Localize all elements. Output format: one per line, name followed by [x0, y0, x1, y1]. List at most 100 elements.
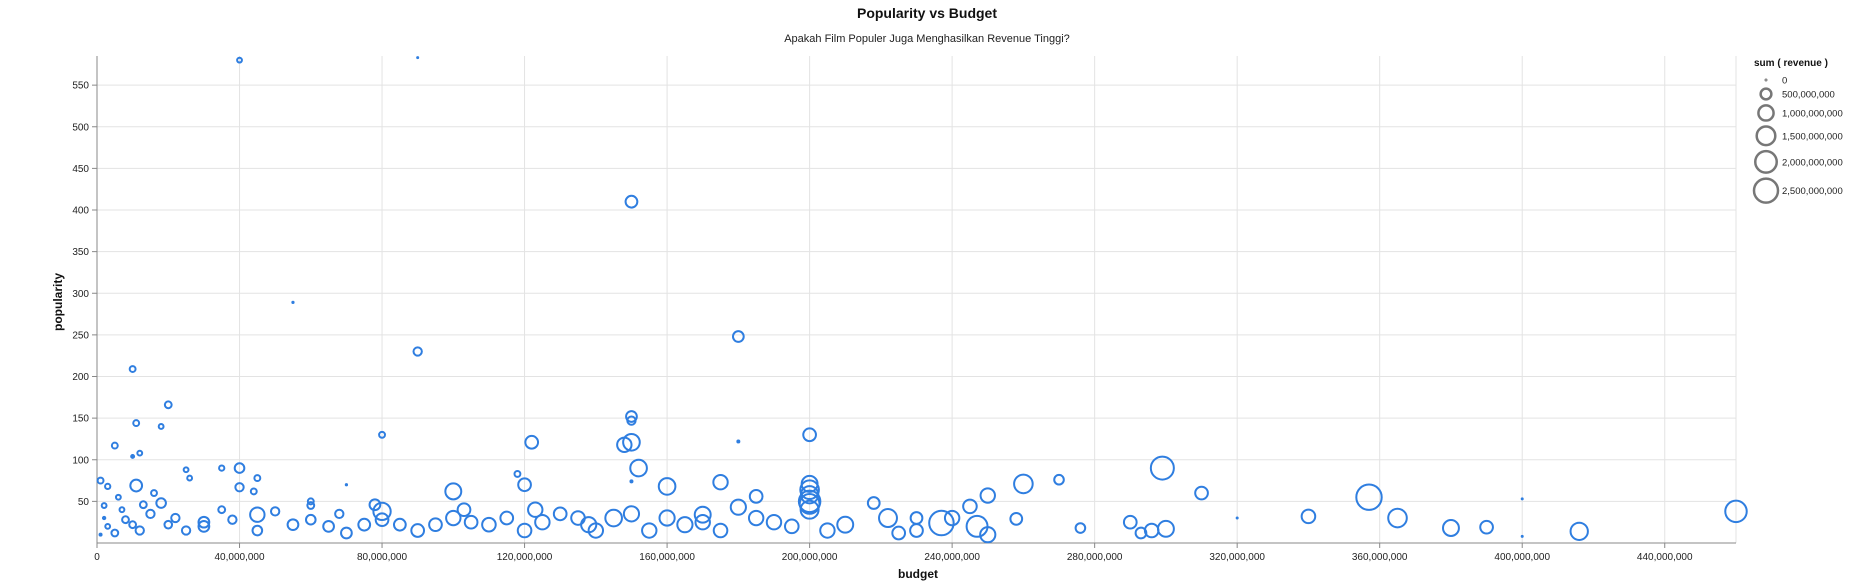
data-point — [943, 509, 961, 527]
data-point — [626, 415, 637, 426]
data-point — [1149, 455, 1175, 481]
data-point — [101, 515, 107, 521]
data-point — [322, 519, 335, 533]
y-axis-label: popularity — [51, 273, 65, 331]
data-point — [624, 194, 639, 209]
data-point — [374, 512, 390, 528]
data-point — [456, 502, 472, 518]
legend-item: 2,500,000,000 — [1752, 177, 1843, 204]
x-tick-label: 360,000,000 — [1352, 552, 1408, 563]
data-point — [134, 525, 145, 536]
data-point — [629, 458, 648, 478]
data-point — [1520, 534, 1524, 538]
data-point — [412, 346, 423, 357]
data-point — [866, 496, 881, 510]
x-tick-label: 40,000,000 — [214, 552, 264, 563]
data-point — [979, 487, 996, 504]
legend-symbol — [1752, 177, 1780, 204]
data-point — [334, 508, 345, 520]
x-tick-label: 120,000,000 — [497, 552, 553, 563]
data-point — [463, 514, 479, 530]
data-point — [110, 528, 120, 538]
legend: sum ( revenue ) 0 500,000,000 1,000,000,00… — [1752, 58, 1843, 204]
data-points — [96, 56, 1748, 544]
data-point — [392, 517, 407, 532]
data-point — [269, 506, 281, 517]
data-point — [524, 434, 540, 450]
y-tick-label: 300 — [72, 289, 89, 300]
y-tick-label: 50 — [78, 497, 90, 508]
legend-label: 500,000,000 — [1782, 90, 1835, 101]
data-point — [163, 519, 174, 530]
chart-title: Popularity vs Budget — [857, 5, 997, 21]
data-point — [306, 497, 315, 506]
data-point — [878, 508, 898, 529]
data-point — [234, 482, 245, 493]
data-point — [798, 492, 821, 515]
legend-symbol — [1755, 125, 1777, 147]
data-point — [410, 523, 426, 538]
data-point — [357, 517, 372, 532]
data-point — [928, 509, 955, 537]
y-tick-label: 350 — [72, 247, 89, 258]
data-point — [797, 489, 822, 514]
y-tick-label: 100 — [72, 455, 89, 466]
x-tick-label: 160,000,000 — [639, 552, 695, 563]
data-point — [784, 518, 800, 535]
legend-label: 1,500,000,000 — [1782, 131, 1843, 142]
legend-symbol — [1759, 87, 1773, 101]
data-point — [186, 474, 194, 482]
legend-label: 2,000,000,000 — [1782, 157, 1843, 168]
data-point — [676, 516, 694, 534]
data-point — [1441, 519, 1460, 537]
data-point — [136, 449, 144, 457]
x-tick-label: 0 — [94, 552, 100, 563]
data-point — [604, 508, 623, 528]
y-tick-label: 200 — [72, 372, 89, 383]
data-point — [368, 498, 382, 512]
data-point — [304, 513, 317, 526]
data-point — [118, 506, 126, 514]
data-point — [891, 525, 907, 541]
data-point — [1156, 519, 1175, 538]
legend-label: 2,500,000,000 — [1782, 186, 1843, 197]
data-point — [748, 489, 764, 504]
data-point — [799, 485, 820, 505]
data-point — [1300, 508, 1317, 525]
data-point — [731, 330, 745, 343]
y-tick-label: 250 — [72, 330, 89, 341]
data-point — [1520, 497, 1524, 501]
data-point — [1013, 473, 1034, 495]
data-point — [712, 522, 729, 539]
data-point — [96, 476, 105, 485]
legend-item: 2,000,000,000 — [1754, 149, 1843, 174]
data-point — [445, 509, 462, 527]
data-point — [306, 501, 316, 510]
data-point — [197, 515, 211, 529]
data-point — [378, 430, 386, 439]
legend-item: 500,000,000 — [1759, 87, 1835, 101]
data-point — [1355, 483, 1383, 511]
legend-item: 0 — [1764, 76, 1787, 87]
data-point — [641, 522, 658, 539]
data-point — [736, 439, 741, 444]
data-point — [128, 365, 137, 373]
data-point — [965, 514, 989, 538]
data-point — [155, 497, 167, 509]
data-point — [1122, 514, 1138, 530]
grid-lines — [97, 56, 1737, 543]
legend-label: 1,000,000,000 — [1782, 108, 1843, 119]
data-point — [104, 482, 112, 491]
legend-symbol — [1764, 78, 1768, 82]
data-point — [251, 524, 264, 537]
data-point — [100, 502, 108, 509]
data-point — [1134, 526, 1148, 540]
x-tick-label: 80,000,000 — [357, 552, 407, 563]
data-point — [170, 512, 181, 524]
data-point — [249, 487, 258, 496]
data-point — [138, 500, 148, 510]
legend-label: 0 — [1782, 76, 1787, 87]
x-tick-label: 440,000,000 — [1637, 552, 1693, 563]
data-point — [1724, 499, 1748, 524]
